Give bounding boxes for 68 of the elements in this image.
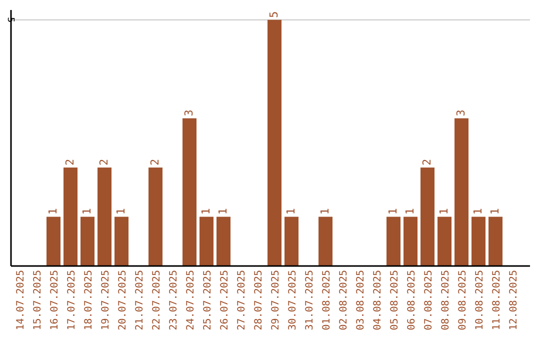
data-label: 3 (182, 110, 196, 116)
x-tick-label: 28.07.2025 (254, 270, 264, 330)
x-tick-label: 03.08.2025 (356, 270, 366, 330)
bar (182, 118, 196, 266)
data-label: 1 (404, 208, 416, 215)
x-tick-label: 02.08.2025 (338, 270, 350, 330)
bar (438, 216, 452, 266)
data-label: 1 (216, 208, 230, 215)
x-tick-label: 14.07.2025 (16, 270, 26, 330)
data-label: 2 (148, 158, 162, 166)
x-tick-label: 26.07.2025 (220, 270, 230, 330)
bar (488, 216, 502, 266)
bar (284, 216, 298, 266)
x-tick-label: 21.07.2025 (134, 270, 146, 330)
bar (318, 216, 332, 266)
data-label: 2 (420, 158, 434, 166)
x-tick-label: 08.08.2025 (440, 270, 452, 330)
x-tick-label: 04.08.2025 (372, 270, 384, 330)
data-label: 1 (386, 208, 400, 215)
bar (98, 168, 112, 266)
x-tick-label: 10.08.2025 (474, 270, 486, 330)
data-label: 1 (284, 208, 298, 215)
x-tick-label: 29.07.2025 (270, 270, 282, 330)
x-tick-label: 16.07.2025 (50, 270, 60, 330)
bar (404, 216, 418, 266)
data-label: 1 (472, 208, 484, 215)
bar (200, 216, 214, 266)
bar (386, 216, 400, 266)
x-tick-label: 12.08.2025 (508, 270, 520, 330)
bar (148, 168, 162, 266)
x-tick-label: 11.08.2025 (492, 270, 502, 330)
data-label: 1 (318, 208, 332, 215)
x-tick-label: 27.07.2025 (236, 270, 248, 330)
x-tick-label: 15.07.2025 (32, 270, 44, 330)
data-label: 1 (438, 208, 450, 215)
data-label: 5 (268, 11, 280, 18)
bar (46, 216, 60, 266)
x-tick-label: 20.07.2025 (118, 270, 128, 330)
x-tick-label: 07.08.2025 (424, 270, 434, 330)
x-tick-label: 22.07.2025 (152, 270, 162, 330)
bar (454, 118, 468, 266)
x-tick-label: 25.07.2025 (202, 270, 214, 330)
x-tick-label: 17.07.2025 (66, 270, 78, 330)
bar (420, 168, 434, 266)
data-label: 3 (454, 110, 468, 116)
data-label: 1 (114, 208, 128, 215)
bar (80, 216, 94, 266)
x-tick-label: 01.08.2025 (322, 270, 332, 330)
x-tick-label: 31.07.2025 (304, 270, 316, 330)
data-label: 1 (200, 208, 212, 215)
data-label: 2 (64, 158, 76, 166)
data-label: 1 (46, 208, 60, 215)
data-label: 1 (80, 208, 94, 215)
x-tick-label: 05.08.2025 (390, 270, 400, 330)
x-tick-label: 23.07.2025 (168, 270, 180, 330)
bar (64, 168, 78, 266)
bar (472, 216, 486, 266)
data-label: 1 (488, 208, 502, 215)
bar (216, 216, 230, 266)
data-label: 2 (98, 158, 110, 166)
x-tick-label: 18.07.2025 (84, 270, 94, 330)
x-tick-label: 30.07.2025 (288, 270, 298, 330)
bar (114, 216, 128, 266)
x-tick-label: 24.07.2025 (186, 270, 196, 330)
x-tick-label: 06.08.2025 (406, 270, 418, 330)
x-tick-label: 09.08.2025 (458, 270, 468, 330)
x-tick-label: 19.07.2025 (100, 270, 112, 330)
bar (268, 20, 282, 266)
